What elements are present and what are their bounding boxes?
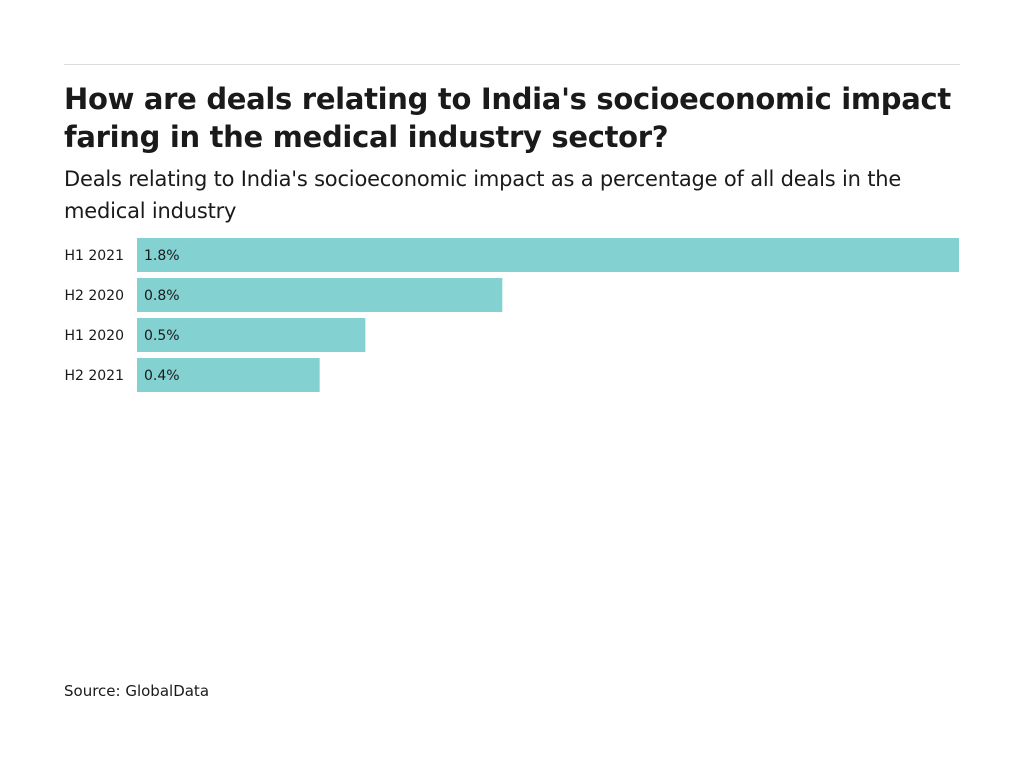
category-label: H1 2021 [64, 248, 124, 264]
data-label: 0.8% [144, 288, 180, 304]
chart-title: How are deals relating to India's socioe… [64, 82, 951, 154]
source-note: Source: GlobalData [64, 682, 210, 700]
data-label: 0.5% [144, 328, 180, 344]
chart-subtitle: Deals relating to India's socioeconomic … [64, 167, 902, 223]
data-label: 1.8% [144, 248, 180, 264]
category-label: H2 2020 [64, 288, 124, 304]
bar [137, 278, 503, 312]
top-divider [64, 64, 960, 65]
bar [137, 358, 320, 392]
bar-group: H1 2021 1.8% H2 2020 0.8% H1 2020 0.5% H2 2021… [64, 238, 959, 392]
category-label: H1 2020 [64, 328, 124, 344]
bar [137, 238, 959, 272]
bar [137, 318, 366, 352]
category-label: H2 2021 [64, 368, 124, 384]
data-label: 0.4% [144, 368, 180, 384]
